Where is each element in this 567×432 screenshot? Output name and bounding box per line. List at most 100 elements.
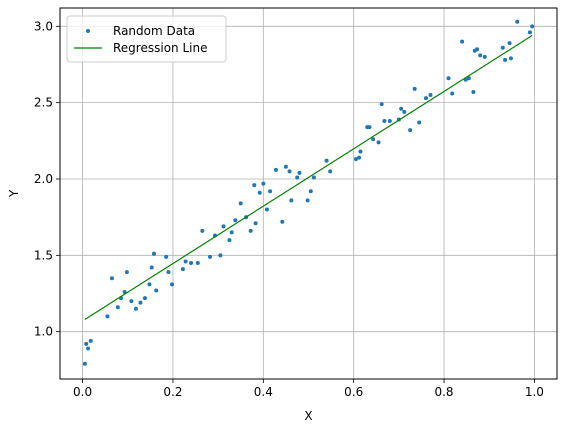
scatter-point: [308, 189, 313, 194]
scatter-point: [151, 251, 156, 256]
scatter-point: [311, 175, 316, 180]
x-tick-label: 0.8: [434, 385, 453, 399]
scatter-point: [376, 140, 381, 145]
scatter-point: [200, 228, 205, 233]
scatter-point: [257, 190, 262, 195]
scatter-point: [466, 76, 471, 81]
scatter-point: [261, 181, 266, 186]
y-tick-label: 2.5: [34, 96, 53, 110]
plot-frame: [59, 7, 558, 380]
x-axis-label: X: [304, 409, 312, 423]
x-tick-label: 0.0: [73, 385, 92, 399]
scatter-point: [264, 207, 269, 212]
scatter-point: [252, 183, 257, 188]
legend-label-random-data: Random Data: [113, 24, 195, 38]
regression-line: [84, 34, 533, 320]
scatter-point: [417, 120, 422, 125]
scatter-point: [475, 47, 480, 52]
scatter-point: [471, 89, 476, 94]
scatter-point: [328, 169, 333, 174]
scatter-point: [402, 109, 407, 114]
scatter-point: [154, 288, 159, 293]
scatter-point: [218, 253, 223, 258]
scatter-point: [382, 118, 387, 123]
scatter-point: [133, 306, 138, 311]
scatter-point: [233, 218, 238, 223]
scatter-point: [166, 270, 171, 275]
scatter-point: [88, 338, 93, 343]
scatter-point: [460, 39, 465, 44]
scatter-point: [507, 41, 512, 46]
scatter-point: [353, 157, 358, 162]
scatter-point: [515, 19, 520, 24]
legend-label-regression-line: Regression Line: [113, 41, 207, 55]
scatter-point: [105, 314, 110, 319]
y-tick-label: 1.5: [34, 248, 53, 262]
scatter-point: [500, 45, 505, 50]
scatter-point: [295, 175, 300, 180]
scatter-point: [280, 219, 285, 224]
scatter-point: [268, 189, 273, 194]
scatter-point: [84, 341, 89, 346]
scatter-point: [371, 137, 376, 142]
legend: Random Data Regression Line: [66, 15, 227, 63]
scatter-point: [129, 299, 134, 304]
scatter-point: [115, 305, 120, 310]
plot-series: [82, 19, 535, 366]
scatter-point: [357, 155, 362, 160]
scatter-point: [324, 158, 329, 163]
scatter-point: [478, 53, 483, 58]
ticks: 0.0 0.2 0.4 0.6 0.8 1.0 1.0 1.5 2.0 2.5 3.0: [34, 19, 544, 399]
scatter-point: [428, 93, 433, 98]
scatter-point: [227, 238, 232, 243]
scatter-point: [482, 54, 487, 59]
scatter-point: [387, 118, 392, 123]
scatter-point: [195, 260, 200, 265]
scatter-point: [142, 296, 147, 301]
y-axis-label: Y: [7, 189, 21, 198]
y-tick-label: 2.0: [34, 172, 53, 186]
scatter-point: [164, 254, 169, 259]
scatter-point: [221, 224, 226, 229]
scatter-point: [408, 128, 413, 133]
scatter-point: [379, 102, 384, 107]
scatter-point: [367, 125, 372, 130]
scatter-point: [412, 86, 417, 91]
scatter-point: [82, 361, 87, 366]
x-tick-label: 0.6: [344, 385, 363, 399]
scatter-point: [147, 282, 152, 287]
legend-box: [66, 15, 227, 63]
scatter-point: [183, 259, 188, 264]
scatter-point: [297, 170, 302, 175]
scatter-point: [138, 300, 143, 305]
scatter-point: [170, 282, 175, 287]
scatter-point: [423, 96, 428, 101]
scatter-point: [229, 230, 234, 235]
scatter-point: [149, 265, 154, 270]
scatter-point: [530, 24, 535, 29]
x-tick-label: 0.4: [254, 385, 273, 399]
scatter-point: [399, 106, 404, 111]
scatter-point: [446, 76, 451, 81]
scatter-point: [124, 270, 129, 275]
legend-marker-random-data: [86, 29, 90, 33]
scatter-point: [287, 169, 292, 174]
scatter-point: [358, 149, 363, 154]
scatter-point: [283, 164, 288, 169]
scatter-point: [238, 201, 243, 206]
y-tick-label: 3.0: [34, 19, 53, 33]
scatter-point: [180, 267, 185, 272]
x-tick-label: 0.2: [163, 385, 182, 399]
scatter-point: [253, 221, 258, 226]
scatter-point: [273, 167, 278, 172]
scatter-point: [450, 91, 455, 96]
scatter-point: [208, 254, 213, 259]
scatter-point: [248, 228, 253, 233]
scatter-point: [86, 346, 91, 351]
scatter-point: [503, 57, 508, 62]
scatter-point: [527, 30, 532, 35]
scatter-point: [189, 260, 194, 265]
scatter-point: [109, 276, 114, 281]
